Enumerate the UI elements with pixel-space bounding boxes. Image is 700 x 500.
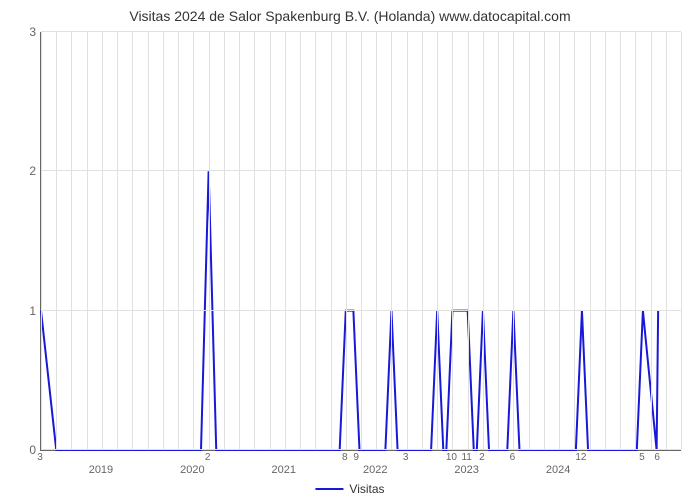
grid-line-vertical [407,32,408,450]
y-tick-label: 0 [18,443,36,457]
plot-area [40,32,681,451]
grid-line-vertical [239,32,240,450]
grid-line-vertical [605,32,606,450]
grid-line-vertical [529,32,530,450]
grid-line-vertical [559,32,560,450]
grid-line-vertical [635,32,636,450]
grid-line-vertical [300,32,301,450]
x-tick-year: 2023 [454,464,478,476]
legend-label: Visitas [349,482,384,496]
grid-line-vertical [315,32,316,450]
grid-line-vertical [681,32,682,450]
x-tick-value: 6 [510,452,516,463]
grid-line-vertical [574,32,575,450]
grid-line-horizontal [41,170,681,171]
grid-line-vertical [391,32,392,450]
x-tick-value: 2 [205,452,211,463]
grid-line-vertical [41,32,42,450]
chart-container: Visitas 2024 de Salor Spakenburg B.V. (H… [0,0,700,500]
x-tick-value: 3 [403,452,409,463]
grid-line-vertical [132,32,133,450]
grid-line-vertical [178,32,179,450]
grid-line-vertical [163,32,164,450]
grid-line-vertical [544,32,545,450]
grid-line-vertical [71,32,72,450]
x-tick-value: 11 [461,452,471,463]
y-tick-label: 2 [18,164,36,178]
x-tick-value: 5 [639,452,645,463]
legend-swatch [315,488,343,490]
x-tick-value: 12 [575,452,586,463]
x-tick-year: 2020 [180,464,204,476]
grid-line-vertical [254,32,255,450]
grid-line-horizontal [41,31,681,32]
grid-line-vertical [285,32,286,450]
x-tick-value: 6 [654,452,660,463]
grid-line-vertical [224,32,225,450]
grid-line-vertical [361,32,362,450]
grid-line-vertical [620,32,621,450]
grid-line-vertical [346,32,347,450]
grid-line-vertical [376,32,377,450]
x-tick-value: 9 [353,452,359,463]
x-tick-year: 2021 [272,464,296,476]
legend: Visitas [315,482,384,496]
grid-line-vertical [331,32,332,450]
grid-line-vertical [468,32,469,450]
grid-line-vertical [193,32,194,450]
grid-line-vertical [590,32,591,450]
grid-line-vertical [209,32,210,450]
x-tick-value: 2 [479,452,485,463]
grid-line-vertical [437,32,438,450]
grid-line-vertical [483,32,484,450]
y-tick-label: 3 [18,25,36,39]
grid-line-vertical [513,32,514,450]
chart-title: Visitas 2024 de Salor Spakenburg B.V. (H… [0,0,700,24]
grid-line-vertical [651,32,652,450]
grid-line-vertical [270,32,271,450]
x-tick-value: 10 [446,452,457,463]
grid-line-vertical [422,32,423,450]
grid-line-vertical [117,32,118,450]
x-tick-value: 8 [342,452,348,463]
y-tick-label: 1 [18,304,36,318]
x-tick-year: 2019 [89,464,113,476]
grid-line-vertical [102,32,103,450]
x-tick-value: 3 [37,452,43,463]
grid-line-vertical [56,32,57,450]
x-tick-year: 2024 [546,464,570,476]
grid-line-horizontal [41,310,681,311]
grid-line-vertical [498,32,499,450]
grid-line-vertical [148,32,149,450]
grid-line-vertical [666,32,667,450]
grid-line-horizontal [41,449,681,450]
grid-line-vertical [87,32,88,450]
x-tick-year: 2022 [363,464,387,476]
grid-line-vertical [452,32,453,450]
